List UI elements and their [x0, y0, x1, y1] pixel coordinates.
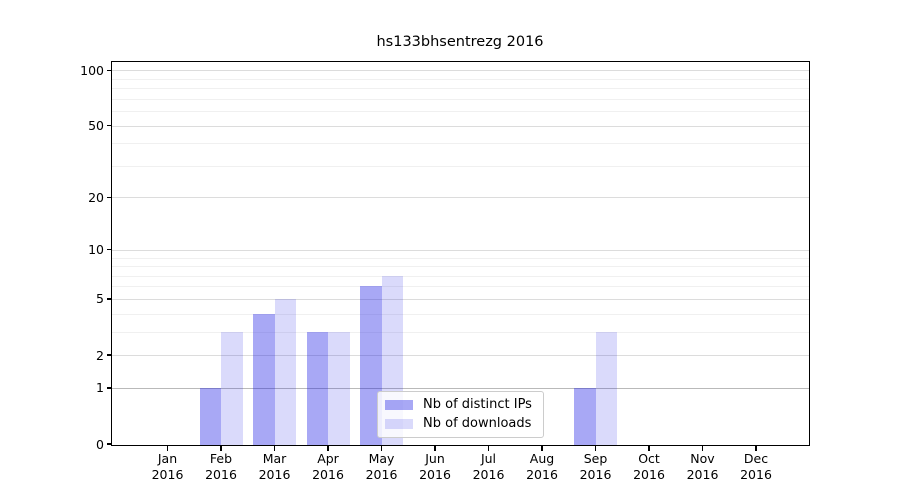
x-tick-label: Jun 2016 [419, 451, 451, 482]
bar-downloads [328, 331, 350, 445]
y-minor-gridline [112, 98, 809, 100]
x-tick-mark [648, 446, 650, 451]
x-tick-label: Jul 2016 [472, 451, 505, 482]
y-tick-mark [107, 387, 112, 389]
x-tick-label: Aug 2016 [526, 451, 558, 482]
x-tick-label: Mar 2016 [258, 451, 291, 482]
y-minor-gridline [112, 165, 809, 167]
y-tick-mark [107, 298, 112, 300]
y-gridline [112, 197, 809, 199]
x-tick-mark [594, 446, 597, 451]
bar-distinct-ips [253, 313, 275, 445]
bar-distinct-ips [199, 387, 221, 445]
legend-row: Nb of downloads [385, 416, 535, 432]
legend-label-distinct-ips: Nb of distinct IPs [423, 397, 532, 412]
x-tick-mark [701, 446, 704, 451]
x-tick-mark [380, 446, 383, 451]
x-tick-mark [327, 446, 329, 451]
y-tick-mark [107, 354, 112, 356]
y-minor-gridline [112, 111, 809, 112]
y-tick-label: 1 [96, 380, 104, 396]
legend-swatch-downloads [385, 419, 413, 429]
x-tick-mark [487, 446, 490, 451]
y-gridline [112, 125, 809, 127]
plot-area: Nb of distinct IPs Nb of downloads 0 1 2 5 1… [80, 61, 810, 482]
legend-swatch-distinct-ips [385, 400, 413, 410]
y-gridline [112, 298, 809, 300]
y-minor-gridline [112, 286, 809, 288]
bar-downloads [221, 331, 243, 445]
y-minor-gridline [112, 275, 809, 277]
x-tick-mark [220, 446, 222, 451]
y-minor-gridline [112, 257, 809, 259]
legend-row: Nb of distinct IPs [385, 397, 535, 413]
y-tick-label: 0 [96, 436, 104, 452]
y-tick-mark [107, 443, 112, 445]
y-tick-mark [107, 196, 112, 199]
bar-distinct-ips [360, 286, 382, 445]
y-minor-gridline [112, 78, 809, 80]
x-tick-label: Jan 2016 [151, 451, 184, 482]
chart-title: hs133bhsentrezg 2016 [376, 34, 544, 50]
y-gridline [112, 70, 809, 72]
y-minor-gridline [112, 331, 809, 333]
bar-downloads [274, 298, 296, 445]
x-tick-label: Apr 2016 [312, 451, 344, 482]
x-tick-label: Dec 2016 [740, 451, 772, 482]
y-gridline [112, 355, 809, 356]
x-tick-mark [755, 446, 757, 451]
y-gridline [112, 249, 809, 251]
bar-downloads [595, 331, 617, 445]
legend-label-downloads: Nb of downloads [423, 416, 532, 431]
y-tick-label: 20 [88, 189, 104, 205]
x-tick-label: May 2016 [365, 451, 398, 482]
y-gridline [112, 387, 809, 389]
y-tick-label: 5 [96, 291, 104, 307]
y-tick-mark [107, 249, 112, 251]
legend: Nb of distinct IPs Nb of downloads [377, 391, 544, 438]
x-tick-label: Feb 2016 [205, 451, 237, 482]
y-tick-mark [107, 69, 112, 71]
y-tick-label: 50 [88, 118, 104, 133]
y-tick-label: 100 [80, 62, 104, 78]
bar-distinct-ips [306, 331, 328, 445]
y-tick-mark [107, 124, 112, 127]
y-minor-gridline [112, 88, 809, 90]
x-tick-mark [166, 446, 169, 451]
y-tick-label: 10 [88, 242, 104, 258]
y-minor-gridline [112, 313, 809, 315]
y-minor-gridline [112, 266, 809, 267]
x-tick-mark [541, 446, 543, 451]
y-tick-label: 2 [96, 347, 104, 363]
bar-distinct-ips [574, 387, 596, 445]
x-tick-mark [434, 446, 436, 451]
y-minor-gridline [112, 143, 809, 145]
x-tick-label: Sep 2016 [579, 451, 612, 482]
x-tick-label: Nov 2016 [686, 451, 719, 482]
x-tick-mark [273, 446, 276, 451]
x-tick-label: Oct 2016 [633, 451, 665, 482]
